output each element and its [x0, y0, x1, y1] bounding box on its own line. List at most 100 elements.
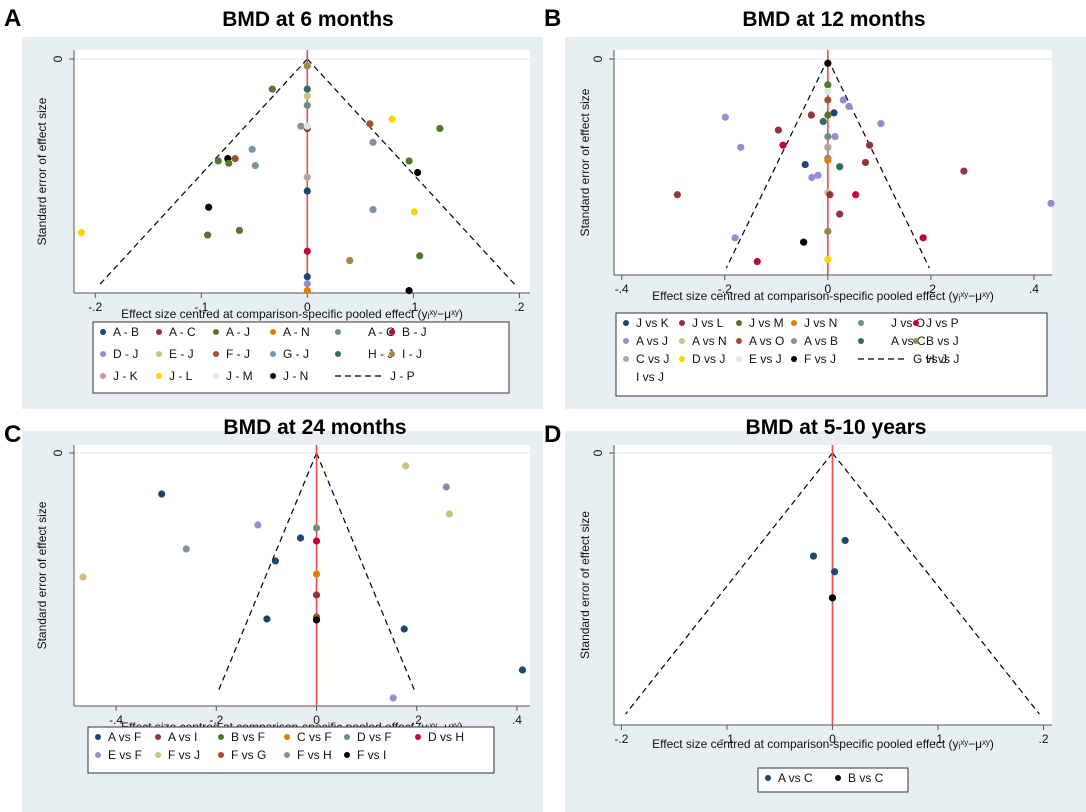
funnel-line-right — [827, 58, 930, 269]
data-point — [830, 109, 838, 117]
data-point — [312, 591, 321, 599]
panel-d: D BMD at 5-10 years 0 -.2 -.1 0 .1 .2 Effect siz… — [544, 416, 1086, 812]
data-point — [824, 255, 832, 263]
legend-label: C vs F — [297, 730, 332, 744]
panel-letter: C — [4, 421, 21, 448]
funnel-line-right — [315, 452, 416, 692]
legend-label: E - J — [169, 347, 194, 361]
legend-label: F vs G — [231, 748, 266, 762]
legend-label: F vs H — [297, 748, 332, 762]
legend-label: J - K — [113, 369, 138, 383]
legend-marker-dot — [415, 734, 421, 740]
legend-entry: J - K — [100, 369, 138, 383]
y-axis-title: Standard error of effect size — [578, 511, 592, 659]
legend-entry: J - P — [335, 369, 415, 383]
data-point — [800, 238, 808, 246]
legend-entry: G vs J — [858, 352, 947, 366]
legend-entry: A vs O — [736, 334, 784, 348]
legend-entry: B - J — [389, 325, 427, 339]
data-point — [416, 252, 424, 260]
legend-label: J vs K — [636, 316, 669, 330]
legend-marker-dot — [95, 752, 101, 758]
legend-entry: F vs I — [344, 748, 386, 762]
legend-entry: A - B — [100, 325, 139, 339]
funnel-line-left — [97, 58, 308, 287]
panel-letter: B — [544, 5, 561, 32]
funnel-line-right — [306, 58, 517, 287]
panel-separator — [0, 416, 1086, 430]
data-point — [845, 102, 853, 111]
data-point — [828, 594, 837, 602]
data-point — [303, 187, 311, 195]
y-axis-title: Standard error of effect size — [35, 97, 49, 245]
funnel-line-left — [725, 58, 829, 269]
data-point — [303, 247, 311, 255]
data-point — [824, 81, 832, 89]
legend-label: F - J — [226, 347, 250, 361]
legend-marker-dot — [791, 320, 797, 326]
legend-marker-dot — [335, 351, 341, 357]
data-point — [919, 234, 927, 242]
legend-marker-dot — [835, 775, 841, 781]
legend-entry: A - J — [213, 325, 250, 339]
x-axis-title: Effect size centred at comparison-specif… — [121, 307, 463, 321]
legend-marker-dot — [156, 373, 162, 379]
data-point — [251, 161, 259, 170]
data-point — [819, 117, 827, 126]
data-point — [865, 141, 874, 149]
data-point — [824, 87, 832, 95]
legend-entry: A - C — [156, 325, 196, 339]
legend-marker-dot — [858, 338, 864, 344]
legend-entry: F vs J — [155, 748, 200, 762]
legend-marker-dot — [213, 351, 219, 357]
legend-marker-dot — [736, 356, 742, 362]
legend-marker-dot — [679, 320, 685, 326]
data-point — [303, 280, 311, 288]
legend-marker-dot — [344, 752, 350, 758]
data-point — [737, 143, 745, 151]
legend-entry: J vs L — [679, 316, 724, 330]
legend-label: D vs H — [428, 730, 464, 744]
legend-box — [615, 312, 1048, 397]
legend-marker-dot — [679, 338, 685, 344]
legend-entry: B vs F — [218, 730, 265, 744]
data-point — [204, 231, 212, 239]
panel-b: B BMD at 12 months 0 -.4 -.2 0 .2 .4 Effect size… — [544, 5, 1086, 409]
legend-marker-dot — [765, 775, 771, 781]
legend-label: A - B — [113, 325, 139, 339]
data-point — [774, 126, 782, 134]
y-axis-title: Standard error of effect size — [578, 88, 592, 236]
legend-marker-dot — [344, 734, 350, 740]
legend-entry: A vs F — [95, 730, 141, 744]
data-point — [366, 120, 374, 128]
data-point — [303, 92, 311, 100]
legend-marker-dot — [156, 351, 162, 357]
panel-letter: A — [4, 5, 21, 32]
legend-marker-dot — [155, 752, 161, 758]
legend-marker-dot — [100, 351, 106, 357]
x-tick-label: -.4 — [615, 282, 629, 296]
data-point — [400, 625, 408, 633]
x-tick-label: -.1 — [194, 300, 208, 314]
legend-entry: H - J — [335, 347, 393, 361]
x-tick-label: .2 — [412, 713, 422, 727]
x-tick-label: -.1 — [720, 732, 734, 746]
legend-entry: D vs F — [344, 730, 392, 744]
data-point — [303, 287, 311, 295]
legend-marker-dot — [791, 338, 797, 344]
legend-label: J vs L — [692, 316, 724, 330]
data-point — [225, 159, 233, 167]
legend-label: I - J — [402, 347, 422, 361]
data-point — [824, 143, 832, 151]
data-point — [389, 694, 397, 702]
data-point — [303, 122, 311, 130]
data-point — [807, 111, 815, 119]
legend-marker-dot — [913, 320, 919, 326]
data-point — [824, 132, 832, 141]
legend-label: J vs P — [926, 316, 959, 330]
legend-box — [92, 321, 510, 394]
x-tick-label: -.2 — [718, 282, 732, 296]
legend-label: J vs N — [804, 316, 837, 330]
legend-marker-dot — [791, 356, 797, 362]
